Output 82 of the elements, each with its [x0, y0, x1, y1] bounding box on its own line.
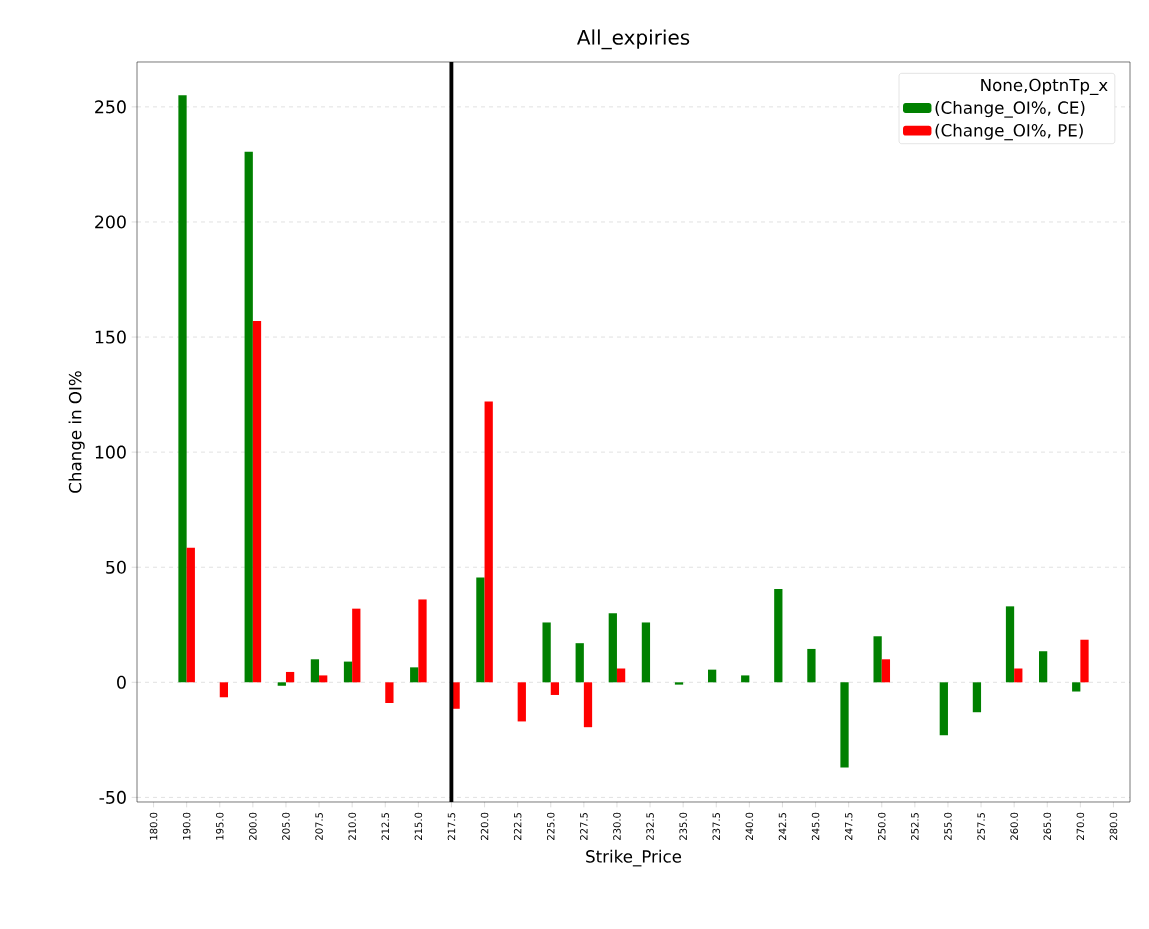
- y-tick-label: -50: [99, 790, 126, 804]
- x-tick-label: 237.5: [712, 812, 721, 840]
- x-tick-label: 180.0: [149, 812, 158, 840]
- x-tick-label: 222.5: [513, 812, 522, 840]
- bar: [277, 682, 286, 686]
- bar: [178, 95, 187, 683]
- chart-title: All_expiries: [576, 29, 690, 50]
- bar: [807, 648, 816, 683]
- bar: [674, 682, 684, 685]
- y-tick-label: 0: [117, 675, 126, 689]
- bar: [1080, 639, 1089, 683]
- bar: [1072, 682, 1081, 692]
- x-tick-label: 220.0: [480, 812, 489, 840]
- bar: [939, 682, 948, 736]
- bar: [1005, 606, 1015, 683]
- x-tick-label: 252.5: [911, 812, 919, 840]
- legend-title: None,OptnTp_x: [981, 78, 1108, 95]
- legend-label: (Change_OI%, PE): [935, 123, 1083, 141]
- x-tick-label: 242.5: [778, 812, 787, 840]
- x-tick-label: 200.0: [249, 812, 257, 840]
- x-tick-label: 265.0: [1043, 812, 1052, 840]
- bar: [319, 675, 328, 683]
- x-tick-label: 250.0: [877, 812, 886, 840]
- bar: [840, 682, 849, 768]
- bar: [881, 659, 891, 683]
- bar: [385, 682, 394, 704]
- bar: [616, 668, 626, 683]
- x-tick-label: 217.5: [447, 812, 456, 840]
- bar: [186, 547, 195, 683]
- bar: [741, 675, 750, 683]
- bar: [583, 682, 593, 728]
- bar: [252, 320, 262, 683]
- bar: [575, 643, 584, 683]
- x-tick-label: 215.0: [414, 812, 423, 840]
- legend-label: (Change_OI%, CE): [935, 101, 1085, 118]
- bar: [641, 622, 651, 683]
- x-tick-label: 190.0: [182, 812, 191, 840]
- bar: [550, 682, 560, 695]
- bar: [1038, 651, 1048, 683]
- x-tick-label: 225.0: [546, 812, 555, 840]
- x-tick-label: 207.5: [315, 812, 323, 840]
- y-axis-title: Change in OI%: [68, 371, 85, 493]
- x-tick-label: 260.0: [1010, 812, 1018, 840]
- bar: [343, 661, 353, 683]
- bar: [418, 599, 427, 683]
- x-axis-title: Strike_Price: [586, 849, 682, 867]
- bar: [608, 613, 617, 683]
- x-tick-label: 270.0: [1076, 812, 1085, 840]
- x-tick-label: 227.5: [580, 812, 588, 840]
- bar: [517, 682, 526, 722]
- x-tick-label: 232.5: [646, 812, 654, 840]
- bar: [1014, 668, 1023, 683]
- x-tick-label: 257.5: [977, 812, 985, 840]
- bar: [410, 667, 419, 683]
- y-tick-label: 250: [95, 100, 126, 114]
- x-tick-label: 255.0: [944, 812, 952, 840]
- bar: [484, 401, 493, 683]
- y-tick-label: 50: [106, 560, 126, 574]
- bar: [244, 151, 253, 683]
- bar: [310, 659, 320, 683]
- x-tick-label: 210.0: [348, 812, 356, 840]
- bar: [707, 669, 717, 683]
- bar: [219, 682, 229, 698]
- x-tick-label: 212.5: [381, 812, 390, 840]
- x-tick-label: 230.0: [613, 812, 621, 840]
- bar: [352, 608, 361, 683]
- x-tick-label: 235.0: [679, 812, 687, 840]
- bar: [285, 671, 295, 683]
- x-tick-label: 245.0: [811, 812, 820, 840]
- bar: [542, 622, 551, 683]
- bar: [873, 636, 882, 683]
- x-tick-label: 240.0: [745, 812, 754, 840]
- y-tick-label: 100: [95, 445, 126, 459]
- x-tick-label: 280.0: [1109, 812, 1118, 840]
- bar: [972, 682, 982, 713]
- x-tick-label: 247.5: [844, 812, 853, 840]
- bar: [476, 577, 485, 683]
- x-tick-label: 195.0: [215, 812, 224, 840]
- y-tick-label: 200: [95, 215, 126, 229]
- bar: [774, 589, 783, 683]
- y-tick-label: 150: [95, 330, 126, 344]
- x-tick-label: 205.0: [282, 812, 290, 840]
